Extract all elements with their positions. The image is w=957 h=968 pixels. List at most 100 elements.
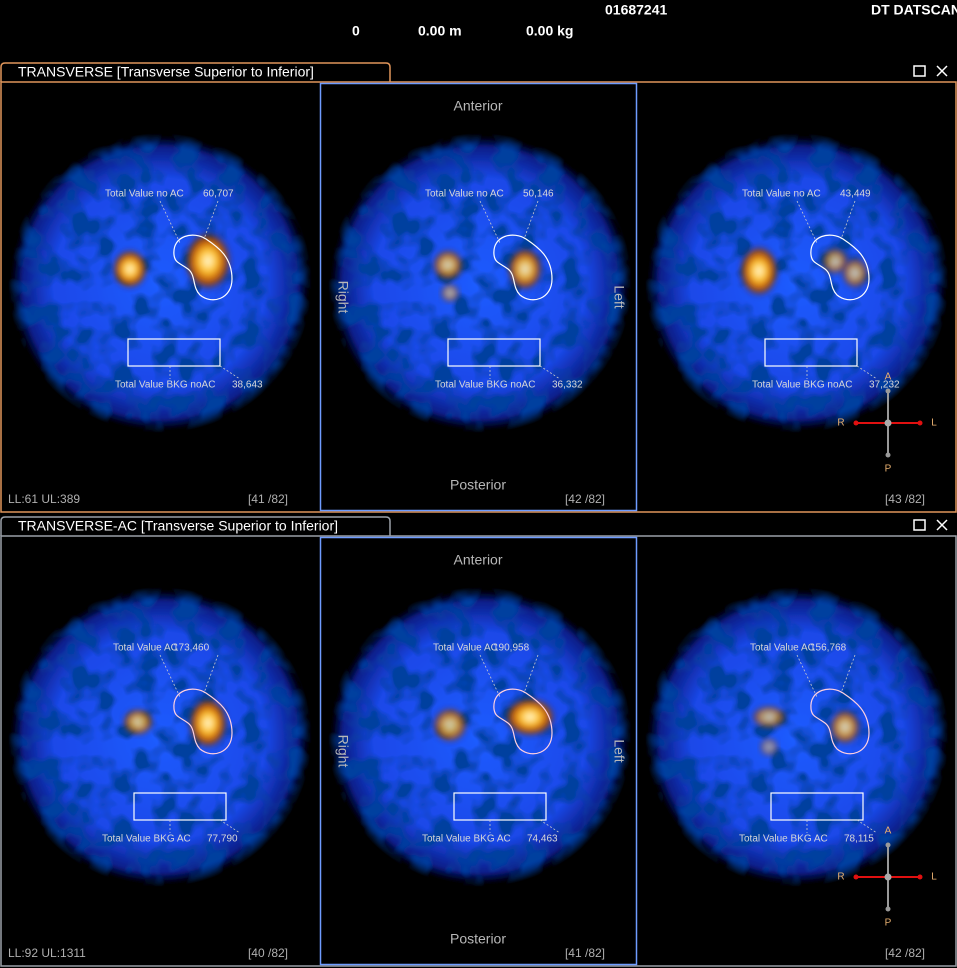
window-level: LL:61 UL:389 xyxy=(8,492,80,506)
leader-line xyxy=(523,200,539,240)
uptake-spot xyxy=(739,245,779,297)
leader-line xyxy=(203,654,219,694)
uptake-spot xyxy=(759,737,779,757)
bkg-value: 78,115 xyxy=(844,834,874,845)
close-button[interactable] xyxy=(936,519,948,531)
orientation-left: Left xyxy=(611,739,627,762)
brain-scan xyxy=(328,133,632,433)
marker-dot xyxy=(885,388,891,394)
marker-center xyxy=(884,419,892,427)
bkg-roi xyxy=(447,338,541,367)
bkg-value: 77,790 xyxy=(207,834,238,845)
slice-number: [41 /82] xyxy=(565,946,605,960)
bkg-roi xyxy=(453,792,547,821)
bkg-label: Total Value BKG AC xyxy=(422,834,511,845)
marker-a: A xyxy=(885,372,892,383)
uptake-spot xyxy=(432,707,468,743)
brain-scan xyxy=(645,133,949,433)
viewer-panel: TRANSVERSE [Transverse Superior to Infer… xyxy=(0,62,957,513)
brain-scan xyxy=(328,587,632,887)
roi-value: 156,768 xyxy=(810,643,847,654)
bkg-value: 38,643 xyxy=(232,380,263,391)
bkg-label: Total Value BKG AC xyxy=(102,834,191,845)
leader-line xyxy=(203,200,219,240)
bkg-roi xyxy=(133,792,227,821)
roi-outline xyxy=(173,688,233,755)
image-view: Total Value no AC 50,146 Total Value BKG n… xyxy=(319,82,638,512)
marker-r: R xyxy=(837,418,844,429)
roi-value: 173,460 xyxy=(173,643,210,654)
viewer-panel: TRANSVERSE-AC [Transverse Superior to In… xyxy=(0,516,957,967)
marker-dot xyxy=(885,452,891,458)
roi-label: Total Value AC xyxy=(113,643,178,654)
roi-outline xyxy=(493,688,553,755)
orientation-posterior: Posterior xyxy=(450,931,506,947)
marker-dot xyxy=(917,874,923,880)
orientation-anterior: Anterior xyxy=(453,98,502,114)
uptake-spot xyxy=(841,257,869,289)
maximize-button[interactable] xyxy=(913,65,926,77)
marker-dot xyxy=(885,842,891,848)
bkg-label: Total Value BKG AC xyxy=(739,834,828,845)
uptake-spot xyxy=(507,247,543,291)
slice-number: [42 /82] xyxy=(885,946,925,960)
roi-value: 50,146 xyxy=(523,189,554,200)
uptake-spot xyxy=(440,283,460,303)
panel-border xyxy=(0,535,957,967)
roi-outline xyxy=(810,234,870,301)
orientation-right: Right xyxy=(335,735,351,768)
marker-l: L xyxy=(931,872,937,883)
roi-outline xyxy=(173,234,233,301)
panel-tab xyxy=(0,516,391,536)
uptake-spot xyxy=(188,697,228,749)
marker-center xyxy=(884,873,892,881)
image-view: Total Value no AC 60,707 Total Value BKG n… xyxy=(8,133,312,506)
marker-dot xyxy=(917,420,923,426)
height: 0.00 m xyxy=(418,23,462,39)
roi-outline xyxy=(810,688,870,755)
marker-p: P xyxy=(885,918,892,929)
marker-dot xyxy=(853,420,859,426)
orientation-anterior: Anterior xyxy=(453,552,502,568)
counter: 0 xyxy=(352,23,360,39)
marker-a: A xyxy=(885,826,892,837)
marker-p: P xyxy=(885,464,892,475)
marker-dot xyxy=(885,906,891,912)
panel-tab xyxy=(0,62,391,82)
slice-number: [41 /82] xyxy=(248,492,288,506)
roi-label: Total Value no AC xyxy=(105,189,184,200)
bkg-label: Total Value BKG noAC xyxy=(752,380,852,391)
active-view-border xyxy=(319,536,638,966)
bkg-label: Total Value BKG noAC xyxy=(115,380,215,391)
uptake-spot xyxy=(184,231,232,291)
roi-value: 60,707 xyxy=(203,189,234,200)
bkg-label: Total Value BKG noAC xyxy=(435,380,535,391)
weight: 0.00 kg xyxy=(526,23,573,39)
brain-scan xyxy=(8,133,312,433)
roi-label: Total Value AC xyxy=(750,643,815,654)
leader-line xyxy=(840,654,856,694)
window-level: LL:92 UL:1311 xyxy=(8,946,86,960)
slice-number: [42 /82] xyxy=(565,492,605,506)
bkg-roi xyxy=(770,792,864,821)
maximize-button[interactable] xyxy=(913,519,926,531)
marker-l: L xyxy=(931,418,937,429)
bkg-roi xyxy=(127,338,221,367)
leader-line xyxy=(523,654,539,694)
roi-value: 190,958 xyxy=(493,643,530,654)
orientation-left: Left xyxy=(611,285,627,308)
orientation-posterior: Posterior xyxy=(450,477,506,493)
marker-r: R xyxy=(837,872,844,883)
slice-number: [43 /82] xyxy=(885,492,925,506)
leader-line xyxy=(840,200,856,240)
patient-id: 01687241 xyxy=(605,2,668,18)
brain-scan xyxy=(8,587,312,887)
roi-label: Total Value no AC xyxy=(425,189,504,200)
close-button[interactable] xyxy=(936,65,948,77)
slice-number: [40 /82] xyxy=(248,946,288,960)
panel-title: TRANSVERSE-AC [Transverse Superior to In… xyxy=(18,518,338,534)
